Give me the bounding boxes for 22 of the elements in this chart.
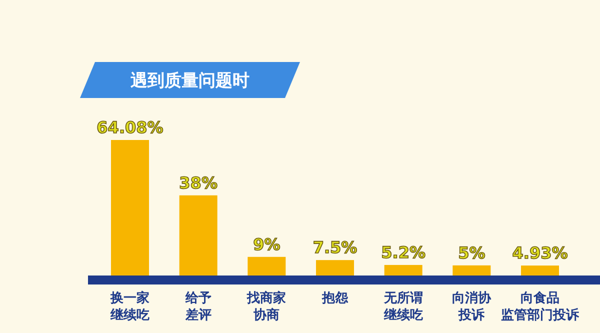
x-tick-label: 无所谓继续吃 [382,290,423,323]
data-label: 64.08% [96,118,164,137]
x-tick-label: 抱怨 [321,291,349,306]
bar [111,140,149,276]
data-label: 38% [179,173,218,192]
data-label: 5.2% [381,242,426,262]
bar [521,266,559,276]
bar [384,264,422,276]
bar [248,256,286,276]
data-label: 7.5% [312,238,358,258]
x-tick-label: 找商家协商 [246,290,286,323]
bar [316,260,354,276]
data-label: 9% [253,234,280,254]
bar [179,195,218,276]
data-label: 4.93% [512,244,568,263]
x-tick-label: 换一家继续吃 [110,290,150,323]
chart-title: 遇到质量问题时 [130,71,250,91]
x-tick-label: 给予差评 [184,291,212,323]
data-label: 5% [458,243,486,262]
bar [452,265,491,276]
x-tick-label: 向食品监管部门投诉 [501,291,580,323]
x-tick-label: 向消协投诉 [452,291,492,323]
